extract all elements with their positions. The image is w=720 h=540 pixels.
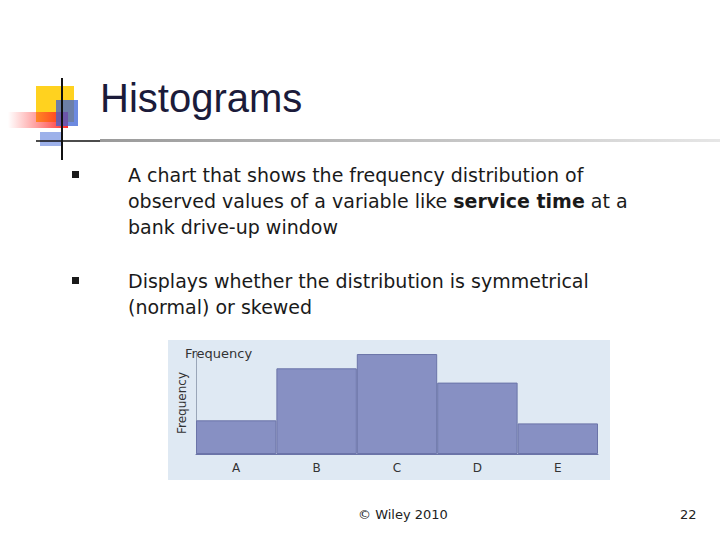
svg-text:B: B <box>312 461 320 475</box>
svg-text:D: D <box>473 461 482 475</box>
svg-text:Frequency: Frequency <box>185 346 252 361</box>
svg-text:E: E <box>554 461 562 475</box>
html-text:© Wiley 2010: © Wiley 2010 <box>358 507 448 522</box>
svg-text:C: C <box>393 461 401 475</box>
html-text:A chart that shows the frequen: A chart that shows the frequency distrib… <box>128 164 628 238</box>
svg-text:Frequency: Frequency <box>175 372 189 434</box>
html-text:Histograms: Histograms <box>100 76 303 120</box>
svg-text:A: A <box>232 461 241 475</box>
html-text:Displays whether the distribut: Displays whether the distribution is sym… <box>128 270 589 318</box>
html-text:22: 22 <box>680 507 697 522</box>
